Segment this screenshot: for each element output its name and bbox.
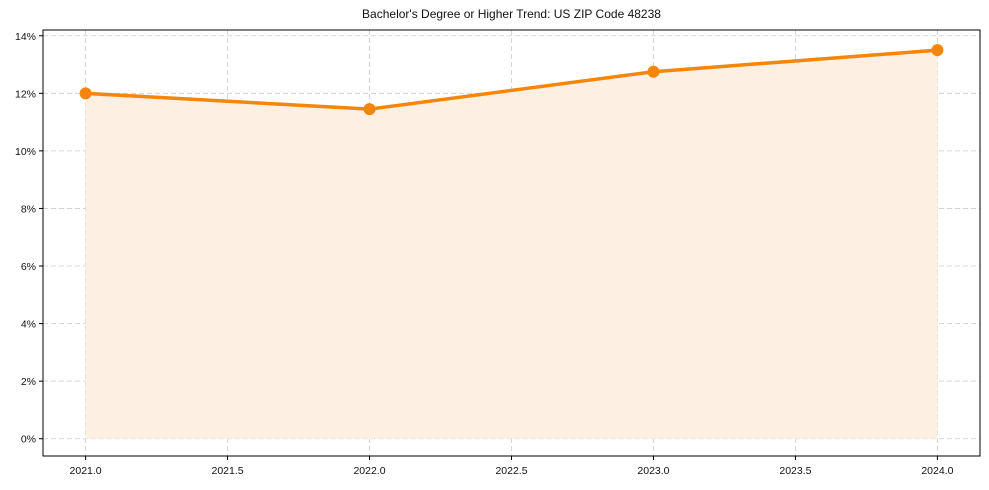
x-tick-label: 2022.0	[353, 465, 385, 477]
y-tick-label: 4%	[21, 319, 36, 331]
x-tick-label: 2023.0	[637, 465, 669, 477]
data-point	[79, 87, 92, 100]
y-tick-label: 12%	[15, 88, 36, 100]
area-fill	[85, 50, 938, 439]
x-axis: 2021.0 2021.5 2022.0 2022.5 2023.0 2023.5 2024…	[70, 456, 954, 477]
x-tick-label: 2021.5	[211, 465, 243, 477]
data-line	[85, 48, 938, 111]
data-markers	[79, 44, 944, 116]
y-tick-label: 10%	[15, 146, 36, 158]
data-point	[647, 65, 660, 78]
y-axis: 0% 2% 4% 6% 8% 10% 12% 14%	[15, 31, 43, 446]
y-tick-label: 0%	[21, 434, 36, 446]
y-tick-label: 6%	[21, 261, 36, 273]
x-tick-label: 2022.5	[495, 465, 527, 477]
data-point	[363, 103, 376, 116]
y-tick-label: 2%	[21, 376, 36, 388]
y-tick-label: 8%	[21, 203, 36, 215]
y-tick-label: 14%	[15, 31, 36, 43]
x-tick-label: 2023.5	[779, 465, 811, 477]
data-point	[931, 44, 944, 57]
chart-title: Bachelor's Degree or Higher Trend: US ZI…	[362, 7, 661, 21]
x-tick-label: 2024.0	[921, 465, 953, 477]
x-tick-label: 2021.0	[70, 465, 102, 477]
